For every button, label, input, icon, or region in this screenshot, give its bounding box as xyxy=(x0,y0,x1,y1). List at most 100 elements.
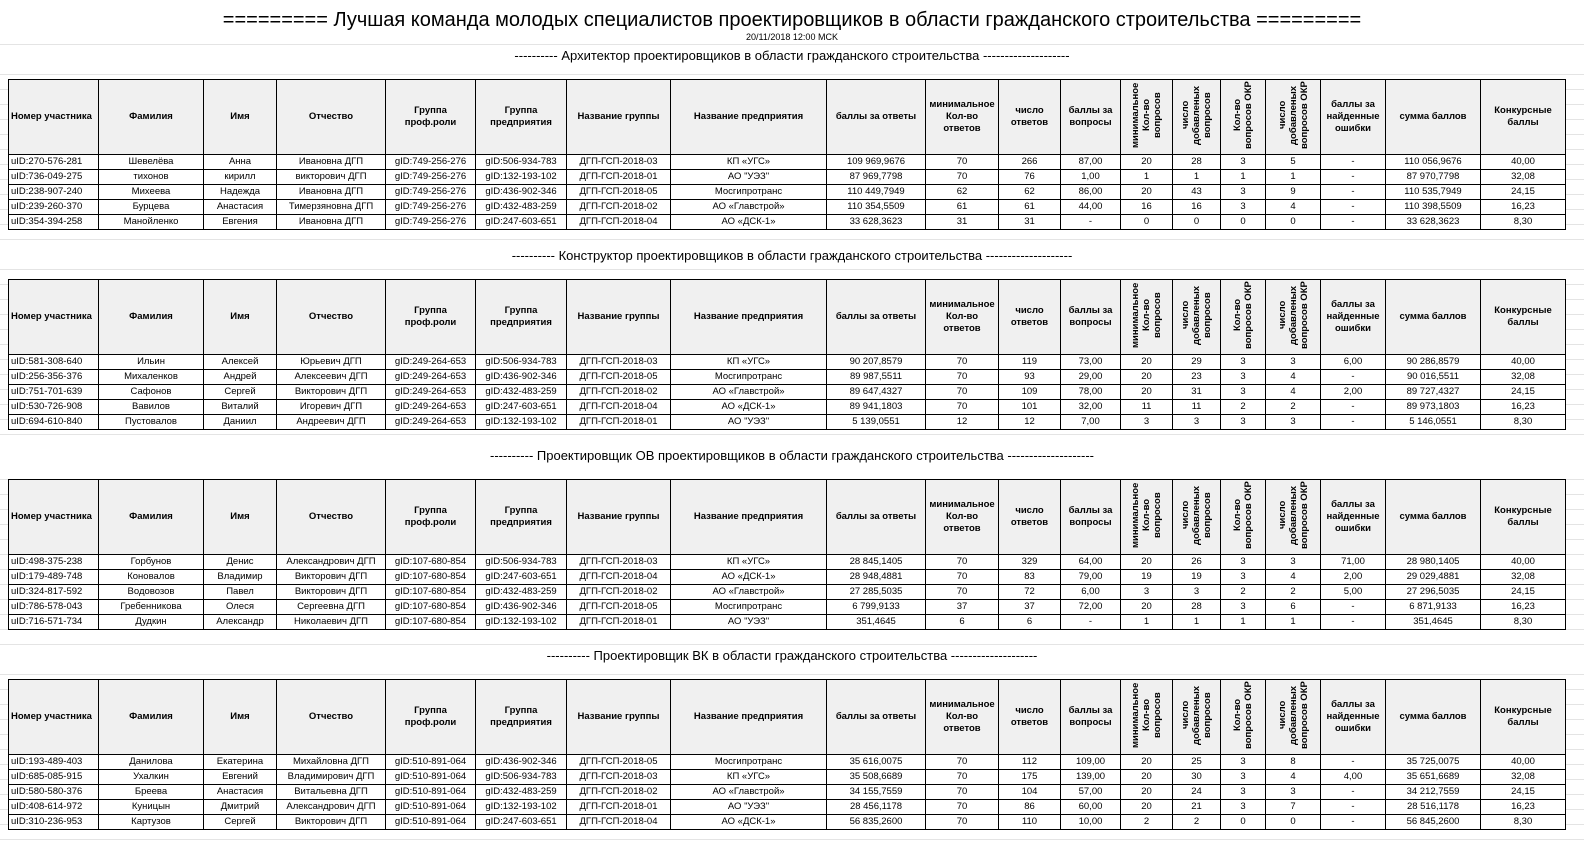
data-row: uID:694-610-840 Пустовалов Даниил Андреевич… xyxy=(8,414,1566,430)
cell: 70 xyxy=(925,799,999,815)
cell: uID:354-394-258 xyxy=(8,214,99,230)
cell: кирилл xyxy=(203,169,277,185)
cell: gID:249-264-653 xyxy=(385,414,476,430)
cell: gID:432-483-259 xyxy=(475,384,567,400)
column-header: Группа проф.роли xyxy=(385,679,476,755)
section-title: ---------- Архитектор проектировщиков в … xyxy=(0,47,1584,65)
section-table: Номер участника Фамилия Имя Отчество Группа … xyxy=(8,679,1566,830)
cell: Данилова xyxy=(98,754,204,770)
section-table: Номер участника Фамилия Имя Отчество Группа … xyxy=(8,479,1566,630)
column-header: число добавленых вопросов ОКР xyxy=(1265,479,1321,555)
cell: 20 xyxy=(1120,769,1173,785)
cell: 10,00 xyxy=(1060,814,1121,830)
cell: 32,00 xyxy=(1060,399,1121,415)
cell: Ивановна ДГП xyxy=(276,154,386,170)
cell: Викторович ДГП xyxy=(276,814,386,830)
cell: ДГП-ГСП-2018-05 xyxy=(566,184,671,200)
cell: uID:786-578-043 xyxy=(8,599,99,615)
cell: 70 xyxy=(925,354,999,370)
cell: ДГП-ГСП-2018-03 xyxy=(566,769,671,785)
cell: 7 xyxy=(1265,799,1321,815)
section-table: Номер участника Фамилия Имя Отчество Группа … xyxy=(8,279,1566,430)
cell: 57,00 xyxy=(1060,784,1121,800)
column-header: баллы за ответы xyxy=(826,479,926,555)
cell: - xyxy=(1320,414,1386,430)
cell: 20 xyxy=(1120,384,1173,400)
cell: Алексеевич ДГП xyxy=(276,369,386,385)
cell: gID:132-193-102 xyxy=(475,169,567,185)
column-header: Имя xyxy=(203,79,277,155)
cell: тихонов xyxy=(98,169,204,185)
data-row: uID:310-236-953 Картузов Сергей Викторович … xyxy=(8,814,1566,830)
cell: 62 xyxy=(925,184,999,200)
section-table: Номер участника Фамилия Имя Отчество Группа … xyxy=(8,79,1566,230)
cell: 70 xyxy=(925,769,999,785)
cell: 3 xyxy=(1265,784,1321,800)
cell: 24,15 xyxy=(1480,784,1566,800)
cell: 3 xyxy=(1220,199,1266,215)
cell: 56 835,2600 xyxy=(826,814,926,830)
cell: 2 xyxy=(1172,814,1221,830)
column-header: минимальное Кол-во ответов xyxy=(925,679,999,755)
cell: 0 xyxy=(1265,814,1321,830)
cell: - xyxy=(1320,199,1386,215)
cell: ДГП-ГСП-2018-04 xyxy=(566,569,671,585)
cell: 20 xyxy=(1120,354,1173,370)
cell: Мосгипротранс xyxy=(670,184,827,200)
cell: 3 xyxy=(1120,414,1173,430)
column-header: Группа предприятия xyxy=(475,279,567,355)
cell: uID:239-260-370 xyxy=(8,199,99,215)
cell: 7,00 xyxy=(1060,414,1121,430)
cell: 4,00 xyxy=(1320,769,1386,785)
cell: 3 xyxy=(1220,384,1266,400)
cell: Витальевна ДГП xyxy=(276,784,386,800)
cell: Екатерина xyxy=(203,754,277,770)
cell: ДГП-ГСП-2018-04 xyxy=(566,814,671,830)
cell: gID:132-193-102 xyxy=(475,614,567,630)
column-header: баллы за ответы xyxy=(826,79,926,155)
column-header: Фамилия xyxy=(98,279,204,355)
cell: Сергей xyxy=(203,814,277,830)
cell: ДГП-ГСП-2018-02 xyxy=(566,384,671,400)
column-header-text: число добавленых вопросов ОКР xyxy=(1276,681,1310,749)
cell: gID:247-603-651 xyxy=(475,814,567,830)
cell: 78,00 xyxy=(1060,384,1121,400)
cell: 6 xyxy=(925,614,999,630)
column-header: Название предприятия xyxy=(670,679,827,755)
data-row: uID:786-578-043 Гребенникова Олеся Сергеевн… xyxy=(8,599,1566,615)
cell: 12 xyxy=(998,414,1061,430)
cell: ДГП-ГСП-2018-05 xyxy=(566,369,671,385)
cell: Водовозов xyxy=(98,584,204,600)
cell: 44,00 xyxy=(1060,199,1121,215)
cell: gID:510-891-064 xyxy=(385,799,476,815)
cell: gID:749-256-276 xyxy=(385,154,476,170)
cell: 101 xyxy=(998,399,1061,415)
column-header: Группа проф.роли xyxy=(385,79,476,155)
cell: 83 xyxy=(998,569,1061,585)
column-header: Номер участника xyxy=(8,79,99,155)
column-header: Номер участника xyxy=(8,479,99,555)
cell: 11 xyxy=(1120,399,1173,415)
cell: 175 xyxy=(998,769,1061,785)
cell: 6 xyxy=(998,614,1061,630)
cell: 37 xyxy=(925,599,999,615)
cell: 109 xyxy=(998,384,1061,400)
cell: gID:510-891-064 xyxy=(385,814,476,830)
cell: Евгения xyxy=(203,214,277,230)
cell: 1 xyxy=(1265,614,1321,630)
cell: 25 xyxy=(1172,754,1221,770)
cell: ДГП-ГСП-2018-02 xyxy=(566,584,671,600)
cell: 89 727,4327 xyxy=(1385,384,1481,400)
cell: 32,08 xyxy=(1480,769,1566,785)
cell: КП «УГС» xyxy=(670,769,827,785)
cell: 3 xyxy=(1220,754,1266,770)
cell: 5 xyxy=(1265,154,1321,170)
column-header: Отчество xyxy=(276,679,386,755)
cell: 89 941,1803 xyxy=(826,399,926,415)
cell: Анастасия xyxy=(203,199,277,215)
column-header: Группа проф.роли xyxy=(385,279,476,355)
header-row: Номер участника Фамилия Имя Отчество Группа … xyxy=(8,79,1566,155)
cell: 3 xyxy=(1220,369,1266,385)
cell: Горбунов xyxy=(98,554,204,570)
column-header: Кол-во вопросов ОКР xyxy=(1220,479,1266,555)
